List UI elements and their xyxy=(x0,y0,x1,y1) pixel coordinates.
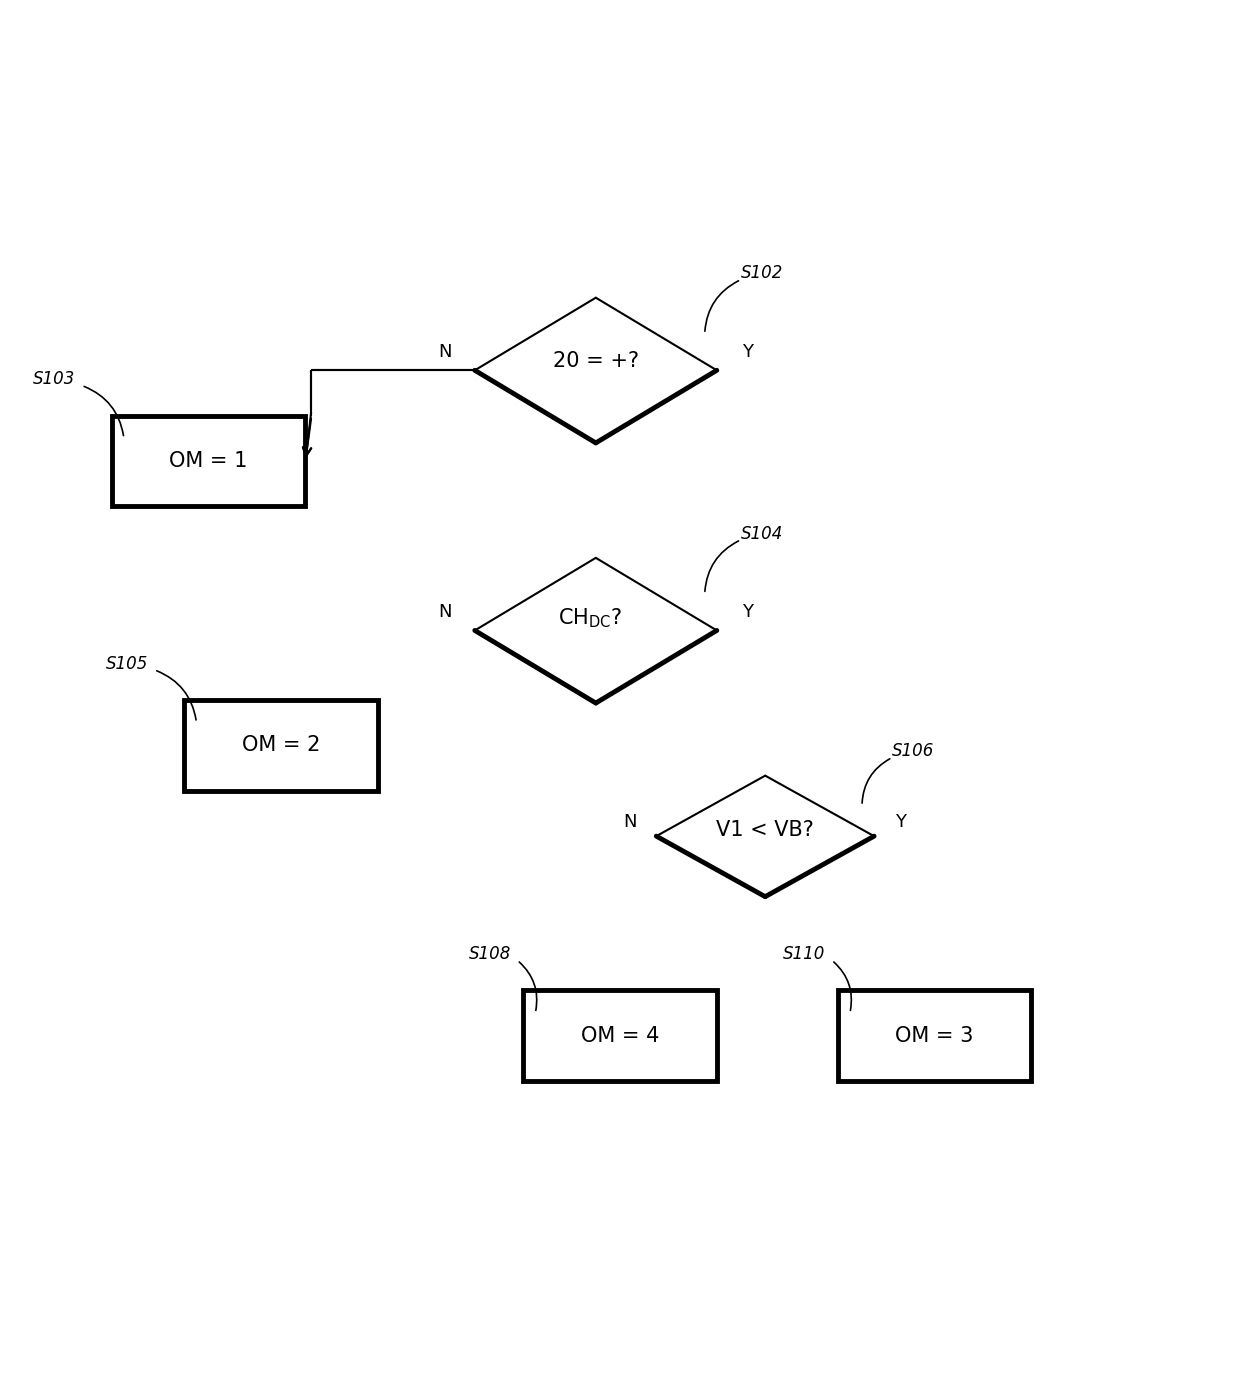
Text: S104: S104 xyxy=(742,524,784,542)
FancyBboxPatch shape xyxy=(523,990,717,1082)
Text: Y: Y xyxy=(895,813,906,831)
Text: 20 = +?: 20 = +? xyxy=(553,351,639,371)
Text: S105: S105 xyxy=(105,655,148,673)
Text: OM = 1: OM = 1 xyxy=(170,452,248,471)
Text: N: N xyxy=(622,813,636,831)
Text: Y: Y xyxy=(742,604,753,622)
Text: S103: S103 xyxy=(33,371,76,389)
Text: OM = 3: OM = 3 xyxy=(895,1026,973,1046)
FancyBboxPatch shape xyxy=(112,415,305,506)
Text: S106: S106 xyxy=(893,743,935,761)
Text: N: N xyxy=(438,343,451,361)
Text: S108: S108 xyxy=(469,945,511,963)
Text: OM = 4: OM = 4 xyxy=(580,1026,660,1046)
Text: Y: Y xyxy=(742,343,753,361)
Text: OM = 2: OM = 2 xyxy=(242,736,320,756)
Text: N: N xyxy=(438,604,451,622)
FancyBboxPatch shape xyxy=(185,700,378,790)
Text: V1 < VB?: V1 < VB? xyxy=(717,820,815,841)
Text: S110: S110 xyxy=(784,945,826,963)
FancyBboxPatch shape xyxy=(838,990,1032,1082)
Text: $\mathrm{CH_{DC}}$?: $\mathrm{CH_{DC}}$? xyxy=(558,606,621,630)
Text: S102: S102 xyxy=(742,265,784,283)
